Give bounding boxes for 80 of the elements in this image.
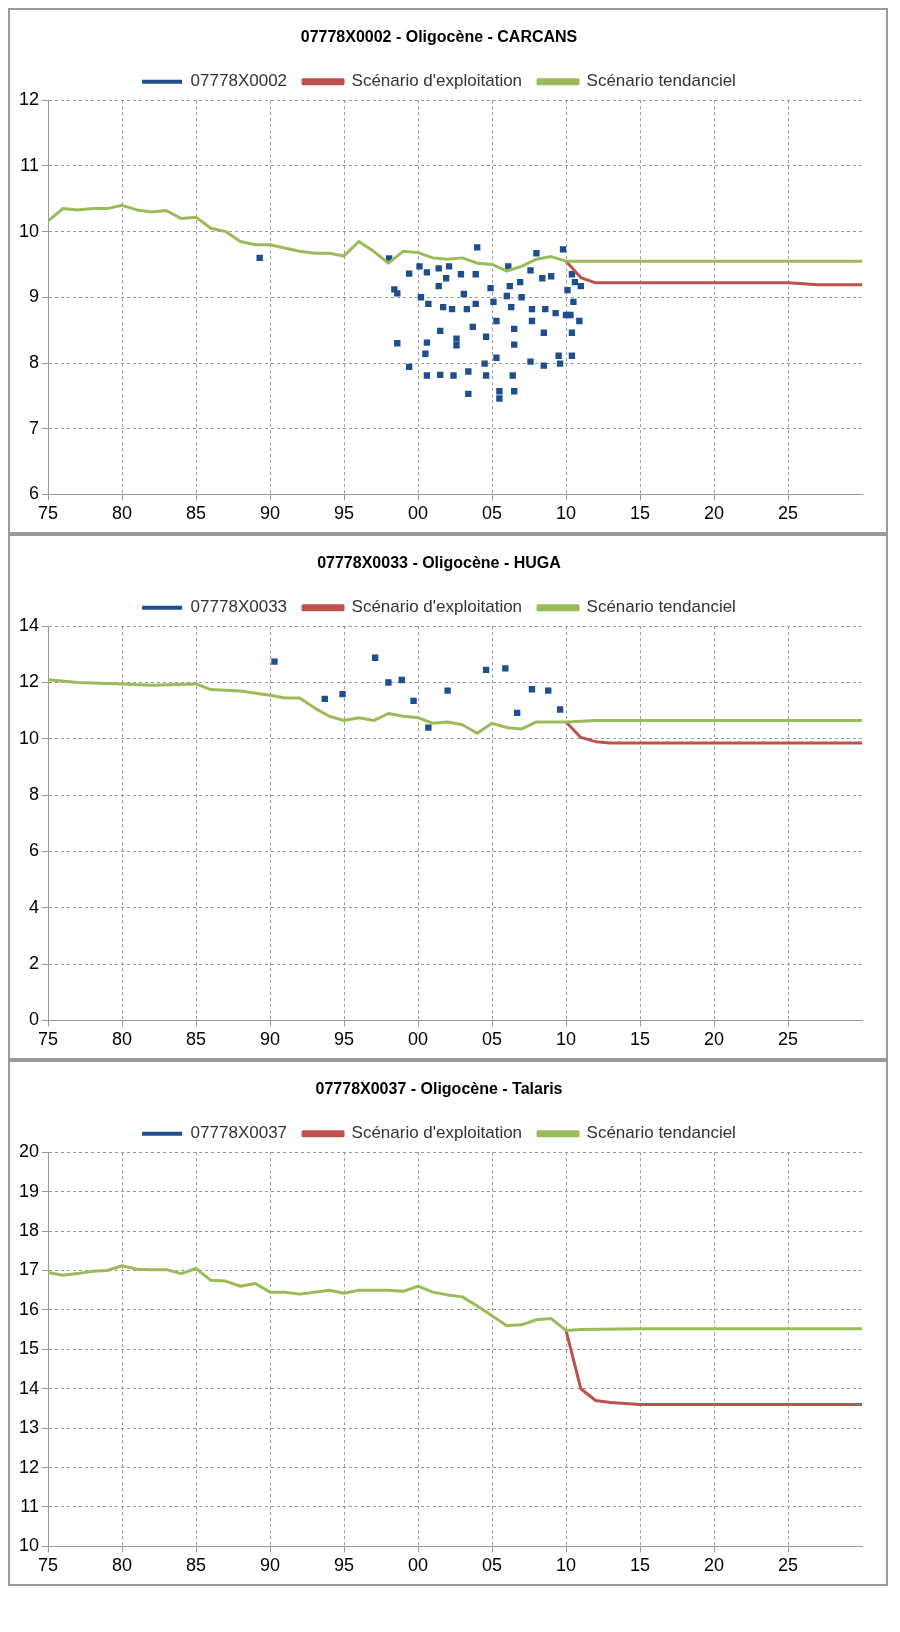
y-tick-label: 11 <box>20 154 40 175</box>
legend-label: Scénario d'exploitation <box>351 1123 523 1143</box>
point <box>410 697 417 704</box>
y-tick-label: 12 <box>18 1456 40 1477</box>
y-tick-label: 14 <box>18 615 40 636</box>
x-tick-label: 10 <box>555 1555 577 1576</box>
x-tick-label: 05 <box>481 1555 503 1576</box>
legend-label: 07778X0037 <box>190 1123 288 1143</box>
legend-label: Scénario tendanciel <box>586 1123 736 1143</box>
x-tick-label: 90 <box>260 1555 281 1576</box>
x-tick-label: 15 <box>629 1555 651 1576</box>
x-tick-label: 80 <box>112 1029 133 1050</box>
y-tick-label: 18 <box>18 1220 40 1241</box>
legend-label: Scénario tendanciel <box>586 71 736 91</box>
chart-title: 07778X0002 - Oligocène - CARCANS <box>300 28 578 46</box>
y-tick-label: 7 <box>29 417 40 438</box>
x-tick-label: 15 <box>629 1029 651 1050</box>
point <box>425 724 432 731</box>
legend-label: 07778X0002 <box>190 71 288 91</box>
y-tick-label: 20 <box>18 1141 40 1162</box>
point <box>502 665 509 672</box>
y-tick-label: 13 <box>18 1417 40 1438</box>
x-tick-label: 25 <box>777 1555 799 1576</box>
y-tick-label: 8 <box>29 351 40 372</box>
legend-label: Scénario d'exploitation <box>351 597 523 617</box>
x-tick-label: 75 <box>38 503 59 524</box>
legend-label: Scénario tendanciel <box>586 597 736 617</box>
x-tick-label: 20 <box>703 1029 725 1050</box>
x-tick-label: 00 <box>408 503 429 524</box>
chart-title: 07778X0033 - Oligocène - HUGA <box>317 554 562 572</box>
legend-label: Scénario d'exploitation <box>351 71 523 91</box>
x-tick-label: 10 <box>555 1029 577 1050</box>
x-tick-label: 00 <box>408 1555 429 1576</box>
x-tick-label: 20 <box>703 1555 725 1576</box>
x-tick-label: 20 <box>703 503 725 524</box>
y-tick-label: 4 <box>29 896 40 917</box>
point <box>385 679 392 686</box>
legend-label: 07778X0033 <box>190 597 288 617</box>
x-tick-label: 95 <box>334 1555 355 1576</box>
y-tick-label: 6 <box>29 483 40 504</box>
x-tick-label: 75 <box>38 1555 59 1576</box>
y-tick-label: 0 <box>29 1009 40 1030</box>
y-tick-label: 16 <box>18 1298 40 1319</box>
y-tick-label: 10 <box>18 1535 40 1556</box>
x-tick-label: 80 <box>112 503 133 524</box>
y-tick-label: 19 <box>18 1180 40 1201</box>
x-tick-label: 05 <box>481 1029 503 1050</box>
x-tick-label: 95 <box>334 1029 355 1050</box>
y-tick-label: 12 <box>18 89 40 110</box>
y-tick-label: 11 <box>20 1495 40 1516</box>
chart-title: 07778X0037 - Oligocène - Talaris <box>315 1080 563 1098</box>
x-tick-label: 90 <box>260 503 281 524</box>
point <box>556 706 564 713</box>
x-tick-label: 25 <box>777 503 799 524</box>
x-tick-label: 10 <box>555 503 577 524</box>
x-tick-label: 85 <box>186 1555 207 1576</box>
x-tick-label: 95 <box>334 503 355 524</box>
point <box>271 658 278 665</box>
x-tick-label: 85 <box>186 503 207 524</box>
x-tick-label: 25 <box>777 1029 799 1050</box>
point <box>444 687 451 694</box>
x-tick-label: 90 <box>260 1029 281 1050</box>
y-tick-label: 15 <box>18 1338 40 1359</box>
x-tick-label: 75 <box>38 1029 59 1050</box>
x-tick-label: 85 <box>186 1029 207 1050</box>
y-tick-label: 14 <box>18 1377 40 1398</box>
y-tick-label: 9 <box>29 286 40 307</box>
x-tick-label: 80 <box>112 1555 133 1576</box>
y-tick-label: 2 <box>29 953 40 974</box>
x-tick-label: 05 <box>481 503 503 524</box>
y-tick-label: 10 <box>18 220 40 241</box>
y-tick-label: 6 <box>29 840 40 861</box>
y-tick-label: 12 <box>18 671 40 692</box>
point <box>545 687 552 694</box>
x-tick-label: 15 <box>629 503 651 524</box>
x-tick-label: 00 <box>408 1029 429 1050</box>
point <box>339 690 346 698</box>
y-tick-label: 17 <box>18 1259 40 1280</box>
y-tick-label: 8 <box>29 784 40 805</box>
y-tick-label: 10 <box>18 727 40 748</box>
